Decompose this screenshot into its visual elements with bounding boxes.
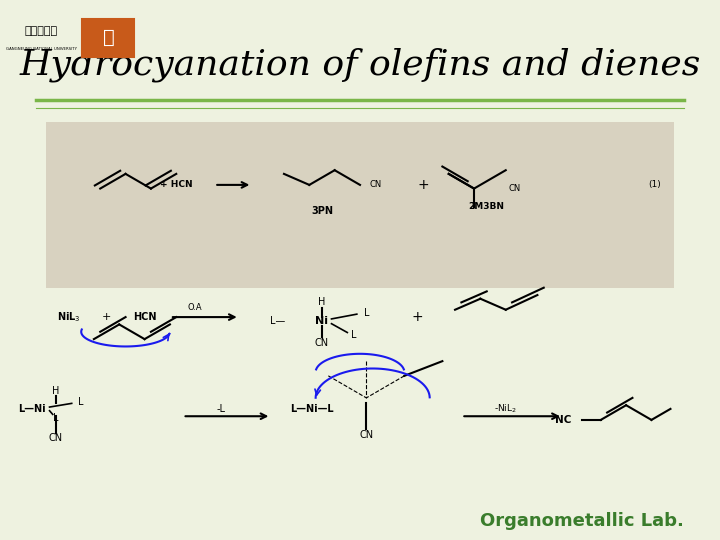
Text: HCN: HCN — [132, 312, 156, 322]
Text: 강릉대학교: 강릉대학교 — [24, 26, 58, 36]
Text: +: + — [411, 310, 423, 324]
Text: H: H — [318, 298, 325, 307]
Text: L: L — [351, 330, 356, 340]
Text: L—Ni: L—Ni — [18, 404, 45, 414]
Text: CN: CN — [359, 430, 374, 440]
Text: L: L — [78, 396, 84, 407]
Text: + HCN: + HCN — [160, 180, 192, 190]
Text: H: H — [52, 386, 60, 395]
Text: L: L — [53, 413, 58, 423]
Bar — [46, 123, 674, 288]
Text: Ni: Ni — [315, 316, 328, 326]
Text: CN: CN — [315, 338, 329, 348]
Text: 2M3BN: 2M3BN — [469, 202, 505, 212]
Text: NiL$_3$: NiL$_3$ — [57, 310, 81, 324]
Text: Organometallic Lab.: Organometallic Lab. — [480, 512, 684, 530]
Text: -L: -L — [216, 404, 225, 414]
Text: O.A: O.A — [188, 303, 202, 313]
Text: L: L — [364, 308, 369, 319]
Text: Hydrocyanation of olefins and dienes: Hydrocyanation of olefins and dienes — [19, 48, 701, 82]
Text: L—: L— — [270, 316, 285, 326]
Text: NC: NC — [554, 415, 571, 425]
Text: CN: CN — [369, 180, 382, 190]
Bar — [83, 19, 135, 57]
Text: CN: CN — [49, 433, 63, 443]
Text: GANGNEUNG NATIONAL UNIVERSITY: GANGNEUNG NATIONAL UNIVERSITY — [6, 46, 77, 51]
Text: +: + — [418, 178, 429, 192]
Text: +: + — [102, 312, 112, 322]
Text: -NiL$_2$: -NiL$_2$ — [494, 403, 517, 415]
Text: 3PN: 3PN — [311, 206, 333, 215]
Text: (1): (1) — [648, 180, 661, 190]
Text: L—Ni—L: L—Ni—L — [290, 404, 334, 414]
Text: 图: 图 — [102, 28, 114, 48]
Text: CN: CN — [509, 184, 521, 193]
